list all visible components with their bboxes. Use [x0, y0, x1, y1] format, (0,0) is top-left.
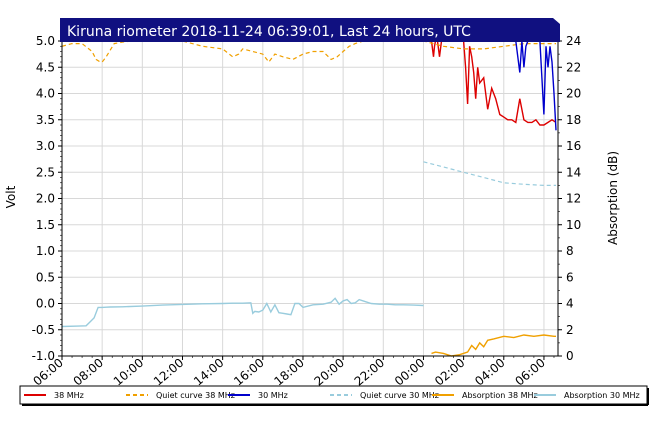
chart-title: Kiruna riometer 2018-11-24 06:39:01, Las… — [67, 24, 471, 40]
grid-layer — [62, 41, 558, 356]
y-tick-label: -0.5 — [32, 323, 55, 337]
series-line-1 — [61, 40, 556, 63]
y-tick-label: 0.0 — [36, 297, 55, 311]
y-axis-left: -1.0 -0.5 0.0 0.5 1.0 1.5 2.0 2.5 3.0 3.5 4.0 4.5 5.… — [32, 34, 62, 363]
y2-tick-label: 10 — [566, 218, 581, 232]
y2-tick-label: 24 — [566, 34, 581, 48]
x-axis: 06:00 08:00 10:00 12:00 14:00 16:00 18:00 20:00… — [30, 356, 555, 389]
x-tick-label: 02:00 — [432, 356, 467, 389]
y-tick-label: 1.5 — [36, 218, 55, 232]
y-tick-label: 2.5 — [36, 165, 55, 179]
x-tick-label: 14:00 — [191, 356, 226, 389]
y2-tick-label: 22 — [566, 60, 581, 74]
y-tick-label: -1.0 — [32, 349, 55, 363]
series-line-2 — [515, 40, 557, 131]
legend-label: Quiet curve 38 MHz — [156, 391, 235, 400]
x-tick-label: 16:00 — [231, 356, 266, 389]
legend-label: 30 MHz — [258, 391, 288, 400]
y2-tick-label: 16 — [566, 139, 581, 153]
x-tick-label: 18:00 — [271, 356, 306, 389]
title-background — [60, 18, 560, 42]
series-line-3 — [423, 161, 556, 186]
y2-tick-label: 6 — [566, 270, 574, 284]
legend-label: 38 MHz — [54, 391, 84, 400]
y2-axis-label: Absorption (dB) — [606, 151, 620, 245]
series-line-0 — [430, 40, 557, 126]
y2-tick-label: 12 — [566, 192, 581, 206]
legend-label: Absorption 30 MHz — [564, 391, 640, 400]
y-tick-label: 3.0 — [36, 139, 55, 153]
x-tick-label: 22:00 — [352, 356, 387, 389]
y-tick-label: 4.5 — [36, 60, 55, 74]
y-tick-label: 0.5 — [36, 270, 55, 284]
y-axis-label: Volt — [4, 185, 18, 208]
legend: 38 MHz Quiet curve 38 MHz 30 MHz Quiet curv… — [19, 385, 649, 406]
y-tick-label: 5.0 — [36, 34, 55, 48]
y-tick-label: 3.5 — [36, 113, 55, 127]
y2-tick-label: 20 — [566, 87, 581, 101]
x-tick-label: 04:00 — [472, 356, 507, 389]
legend-items: 38 MHz Quiet curve 38 MHz 30 MHz Quiet curv… — [24, 391, 640, 400]
x-tick-label: 08:00 — [71, 356, 106, 389]
x-tick-label: 00:00 — [392, 356, 427, 389]
y2-tick-label: 18 — [566, 113, 581, 127]
y-tick-label: 1.0 — [36, 244, 55, 258]
x-tick-label: 12:00 — [151, 356, 186, 389]
x-tick-label: 20:00 — [312, 356, 347, 389]
y2-tick-label: 2 — [566, 323, 574, 337]
legend-label: Quiet curve 30 MHz — [360, 391, 439, 400]
series-line-5 — [61, 297, 424, 328]
x-tick-label: 06:00 — [512, 356, 547, 389]
chart-title-banner: Kiruna riometer 2018-11-24 06:39:01, Las… — [60, 18, 560, 42]
y2-tick-label: 14 — [566, 165, 581, 179]
legend-label: Absorption 38 MHz — [462, 391, 538, 400]
y2-tick-label: 0 — [566, 349, 574, 363]
y-tick-label: 2.0 — [36, 192, 55, 206]
y2-tick-label: 8 — [566, 244, 574, 258]
x-tick-label: 10:00 — [111, 356, 146, 389]
series-line-4 — [431, 334, 556, 357]
y2-tick-label: 4 — [566, 297, 574, 311]
y-tick-label: 4.0 — [36, 87, 55, 101]
